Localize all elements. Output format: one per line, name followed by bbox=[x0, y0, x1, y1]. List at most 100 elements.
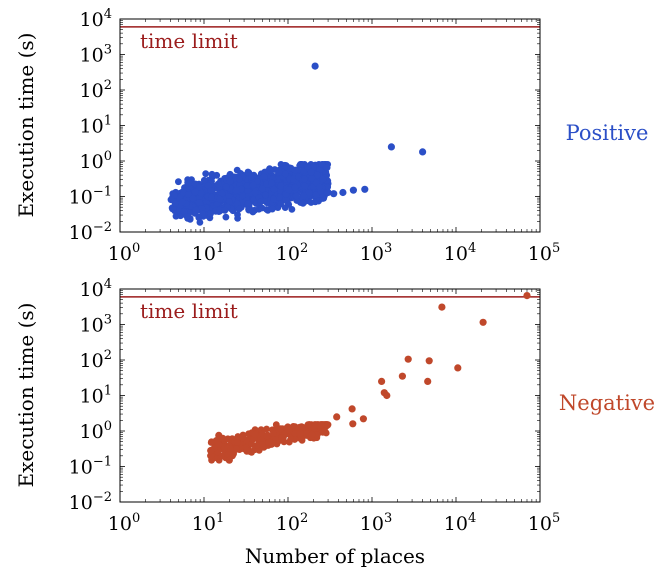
data-point bbox=[313, 171, 321, 179]
y-tick-label: 100 bbox=[80, 149, 112, 173]
data-point bbox=[171, 200, 179, 207]
data-point bbox=[258, 204, 266, 212]
y-tick-label: 102 bbox=[80, 348, 112, 372]
data-point bbox=[287, 436, 294, 443]
data-point bbox=[179, 198, 187, 206]
panel-positive: 100 101 102 103 104 105 10−2 10−1 100 101 102 103 10… bbox=[14, 7, 648, 265]
data-point bbox=[304, 163, 312, 171]
data-point bbox=[276, 425, 284, 433]
data-point bbox=[419, 148, 427, 156]
x-tick-label: 100 bbox=[108, 241, 140, 265]
data-point bbox=[330, 190, 338, 198]
data-point bbox=[225, 456, 233, 464]
data-point bbox=[244, 187, 252, 195]
data-point bbox=[207, 439, 215, 446]
data-point bbox=[278, 435, 286, 443]
data-point bbox=[196, 184, 203, 191]
data-point bbox=[263, 425, 270, 433]
data-point bbox=[291, 430, 299, 437]
data-point bbox=[316, 183, 323, 191]
data-point bbox=[258, 185, 266, 193]
data-point bbox=[216, 206, 224, 214]
data-point bbox=[214, 180, 222, 188]
data-point bbox=[208, 170, 216, 178]
data-point bbox=[191, 188, 199, 196]
y-tick-label: 10−2 bbox=[69, 220, 112, 244]
data-point bbox=[289, 175, 297, 183]
data-point bbox=[404, 355, 412, 363]
x-tick-label: 104 bbox=[444, 241, 476, 265]
data-point bbox=[291, 184, 299, 191]
x-tick-label: 100 bbox=[108, 511, 140, 535]
y-tick-label: 104 bbox=[80, 277, 112, 301]
x-tick-label: 104 bbox=[444, 511, 476, 535]
data-point bbox=[383, 391, 391, 400]
data-point bbox=[265, 439, 273, 446]
data-point bbox=[227, 445, 234, 453]
data-point bbox=[215, 431, 223, 439]
data-point bbox=[378, 377, 386, 385]
data-point bbox=[359, 415, 367, 423]
data-point bbox=[185, 191, 192, 198]
data-point bbox=[311, 62, 319, 70]
data-point bbox=[268, 179, 276, 187]
data-point bbox=[296, 429, 304, 437]
x-tick-label: 102 bbox=[276, 241, 308, 265]
data-point bbox=[270, 430, 277, 437]
data-point bbox=[183, 213, 191, 220]
data-point bbox=[257, 198, 264, 206]
data-point bbox=[302, 429, 310, 437]
panel-negative: 100 101 102 103 104 105 10−2 10−1 100 101 102 103 10… bbox=[14, 277, 654, 568]
data-point bbox=[235, 175, 243, 183]
plot-frame bbox=[119, 288, 541, 503]
y-tick-label: 100 bbox=[80, 419, 112, 443]
data-point bbox=[225, 198, 233, 206]
data-point bbox=[305, 189, 313, 197]
data-point bbox=[348, 405, 356, 413]
data-point bbox=[281, 170, 289, 178]
data-point bbox=[251, 189, 259, 196]
data-point bbox=[424, 377, 432, 385]
x-tick-label: 103 bbox=[360, 511, 392, 535]
data-point bbox=[297, 161, 304, 168]
data-point bbox=[323, 164, 331, 172]
data-point bbox=[454, 364, 462, 372]
data-point bbox=[317, 421, 325, 429]
data-point bbox=[207, 187, 215, 195]
data-point bbox=[277, 182, 285, 190]
data-point bbox=[291, 166, 299, 174]
data-point bbox=[171, 191, 178, 199]
data-point bbox=[333, 413, 341, 421]
data-point bbox=[398, 372, 406, 380]
data-point bbox=[216, 195, 224, 203]
data-point bbox=[197, 189, 205, 197]
data-point bbox=[204, 182, 212, 189]
data-point bbox=[313, 431, 321, 439]
data-point bbox=[207, 447, 215, 455]
data-point bbox=[207, 210, 215, 217]
data-point bbox=[224, 435, 232, 443]
data-point bbox=[244, 182, 251, 190]
data-point bbox=[312, 421, 319, 429]
y-tick-label: 103 bbox=[80, 313, 112, 337]
data-point bbox=[270, 195, 277, 203]
y-tick-label: 104 bbox=[80, 7, 112, 31]
data-point bbox=[248, 173, 255, 181]
data-point bbox=[195, 214, 203, 222]
data-point bbox=[267, 167, 274, 174]
data-point bbox=[262, 191, 269, 199]
series-label: Positive bbox=[566, 121, 649, 145]
data-point bbox=[277, 200, 285, 208]
data-point bbox=[195, 199, 203, 206]
data-point bbox=[361, 185, 369, 193]
time-limit-label: time limit bbox=[140, 29, 238, 53]
data-point bbox=[275, 168, 283, 176]
data-point bbox=[308, 431, 316, 439]
data-point bbox=[249, 181, 257, 189]
data-point bbox=[349, 186, 357, 194]
y-tick-label: 101 bbox=[80, 384, 112, 408]
data-point bbox=[251, 431, 259, 438]
data-point bbox=[479, 318, 487, 326]
data-point bbox=[215, 441, 223, 448]
x-tick-label: 101 bbox=[192, 241, 224, 265]
